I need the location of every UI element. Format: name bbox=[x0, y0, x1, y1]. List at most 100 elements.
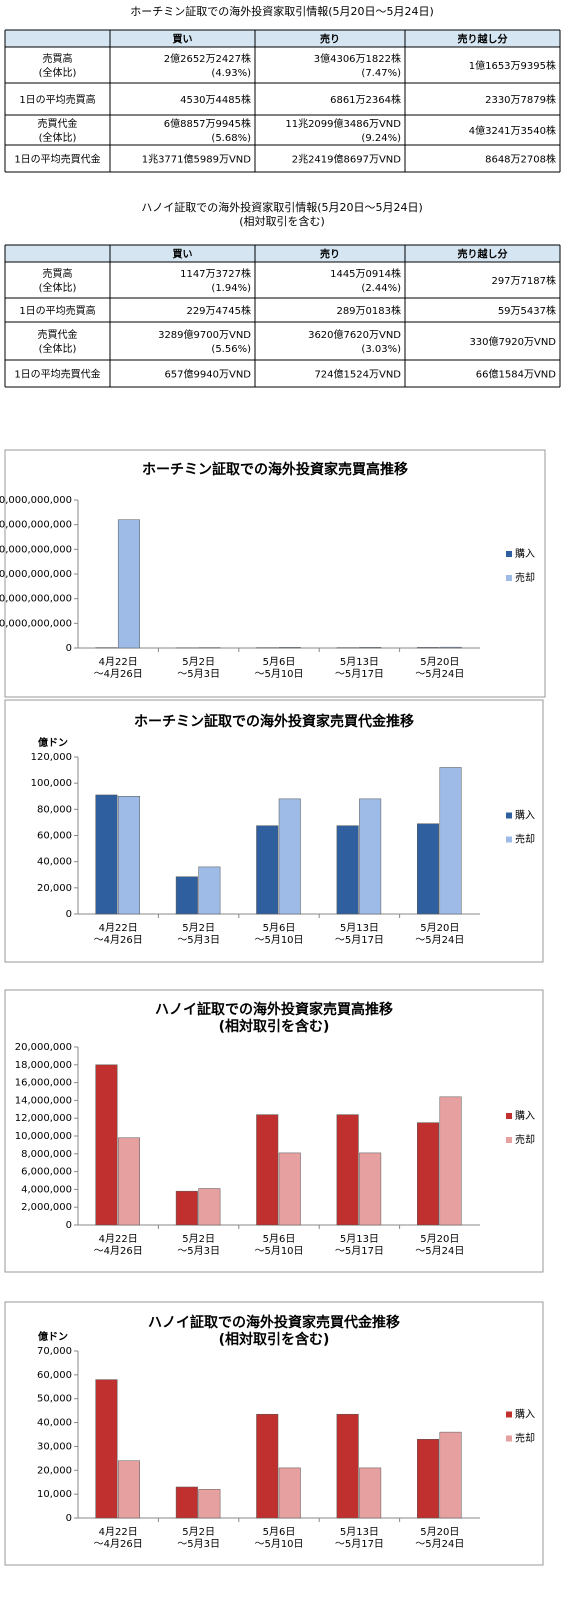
table-cell: 6億8857万9945株 bbox=[164, 117, 251, 130]
x-tick-label: 〜5月10日 bbox=[254, 668, 303, 680]
x-tick-label: 〜5月24日 bbox=[415, 934, 464, 946]
table-cell: 66億1584万VND bbox=[476, 368, 556, 381]
chart-title: ホーチミン証取での海外投資家売買高推移 bbox=[142, 461, 408, 478]
y-tick-label: 20,000,000,000 bbox=[0, 594, 72, 605]
legend-label: 売却 bbox=[515, 1133, 535, 1146]
table-cell: 1日の平均売買代金 bbox=[14, 368, 100, 381]
table-cell: (5.68%) bbox=[211, 133, 251, 144]
table-cell: 289万0183株 bbox=[336, 304, 401, 317]
chart-title: ハノイ証取での海外投資家売買代金推移 bbox=[148, 1314, 400, 1331]
y-tick-label: 20,000,000 bbox=[15, 1042, 72, 1053]
y-tick-label: 10,000,000,000 bbox=[0, 618, 72, 629]
bar bbox=[175, 876, 198, 915]
table-cell: 11兆2099億3486万VND bbox=[285, 117, 401, 130]
legend-swatch bbox=[506, 551, 512, 557]
table-cell: 1兆3771億5989万VND bbox=[142, 153, 252, 166]
y-tick-label: 20,000 bbox=[37, 883, 72, 894]
bar bbox=[256, 1413, 279, 1519]
legend-label: 購入 bbox=[515, 547, 535, 560]
legend-label: 売却 bbox=[515, 571, 535, 584]
x-tick-label: 〜5月10日 bbox=[254, 1245, 303, 1257]
legend-label: 売却 bbox=[515, 1432, 535, 1445]
bar bbox=[117, 519, 140, 649]
table-cell: (7.47%) bbox=[361, 68, 401, 79]
y-tick-label: 10,000,000 bbox=[15, 1131, 72, 1142]
table-cell: 1日の平均売買代金 bbox=[14, 153, 100, 166]
bar bbox=[117, 1137, 140, 1226]
y-tick-label: 0 bbox=[66, 1220, 72, 1231]
bar bbox=[278, 798, 301, 915]
bar bbox=[278, 647, 301, 649]
legend-swatch bbox=[506, 1137, 512, 1143]
x-tick-label: 〜5月17日 bbox=[335, 934, 384, 946]
table-cell: 229万4745株 bbox=[186, 304, 251, 317]
bar bbox=[256, 825, 279, 915]
table-cell: (全体比) bbox=[39, 66, 77, 79]
table-cell: 1147万3727株 bbox=[180, 267, 251, 280]
y-tick-label: 16,000,000 bbox=[15, 1078, 72, 1089]
bar bbox=[359, 798, 382, 915]
x-tick-label: 〜5月3日 bbox=[177, 668, 220, 680]
chart-frame bbox=[4, 449, 546, 698]
y-tick-label: 4,000,000 bbox=[21, 1184, 72, 1195]
table-header: 売り越し分 bbox=[458, 33, 508, 46]
table-header: 売り bbox=[320, 248, 340, 261]
bar bbox=[417, 823, 440, 915]
table-cell: 1億1653万9395株 bbox=[469, 59, 556, 72]
y-tick-label: 60,000 bbox=[37, 831, 72, 842]
table-cell: 330億7920万VND bbox=[469, 335, 556, 348]
y-tick-label: 12,000,000 bbox=[15, 1113, 72, 1124]
legend-swatch bbox=[506, 836, 512, 843]
table-title: (相対取引を含む) bbox=[239, 214, 325, 228]
bar bbox=[439, 1431, 462, 1519]
table-cell: 3億4306万1822株 bbox=[314, 52, 401, 65]
y-tick-label: 80,000 bbox=[37, 804, 72, 815]
unit-label: 億ドン bbox=[38, 736, 68, 749]
y-tick-label: 60,000 bbox=[37, 1370, 72, 1381]
y-tick-label: 30,000,000,000 bbox=[0, 569, 72, 580]
x-tick-label: 5月2日 bbox=[182, 1233, 215, 1245]
x-tick-label: 〜5月17日 bbox=[335, 1245, 384, 1257]
x-tick-label: 〜5月24日 bbox=[415, 668, 464, 680]
legend-swatch bbox=[506, 1113, 512, 1119]
bar bbox=[439, 767, 462, 915]
bar bbox=[336, 1114, 359, 1226]
table-cell: (5.56%) bbox=[211, 344, 251, 355]
table-header-bg bbox=[5, 30, 560, 47]
x-tick-label: 5月13日 bbox=[340, 1233, 379, 1245]
legend-swatch bbox=[506, 1435, 512, 1442]
y-tick-label: 50,000,000,000 bbox=[0, 520, 72, 531]
table-cell: 売買高 bbox=[43, 52, 73, 65]
bar bbox=[417, 1439, 440, 1519]
table-header: 買い bbox=[173, 34, 193, 46]
x-tick-label: 4月22日 bbox=[99, 1526, 138, 1538]
bar bbox=[417, 1122, 440, 1226]
bar bbox=[95, 794, 118, 915]
bar bbox=[198, 1188, 221, 1226]
x-tick-label: 〜4月26日 bbox=[94, 668, 143, 680]
table-cell: 1日の平均売買高 bbox=[19, 304, 95, 317]
table-cell: 2330万7879株 bbox=[485, 93, 556, 106]
table-cell: 2億2652万2427株 bbox=[164, 52, 251, 65]
y-tick-label: 18,000,000 bbox=[15, 1060, 72, 1071]
y-tick-label: 60,000,000,000 bbox=[0, 495, 72, 506]
x-tick-label: 5月13日 bbox=[340, 922, 379, 934]
legend-label: 購入 bbox=[515, 1408, 535, 1421]
x-tick-label: 〜5月10日 bbox=[254, 1538, 303, 1550]
bar bbox=[417, 647, 440, 649]
bar bbox=[359, 1152, 382, 1226]
legend-swatch bbox=[506, 1411, 512, 1418]
table-header-bg bbox=[5, 245, 560, 262]
table-cell: (1.94%) bbox=[211, 283, 251, 294]
table-cell: 売買代金 bbox=[38, 117, 78, 130]
bar bbox=[117, 796, 140, 915]
y-tick-label: 0 bbox=[66, 643, 72, 654]
table-cell: (全体比) bbox=[39, 281, 77, 294]
x-tick-label: 5月20日 bbox=[420, 922, 459, 934]
table-cell: 4億3241万3540株 bbox=[469, 124, 556, 137]
x-tick-label: 〜5月24日 bbox=[415, 1538, 464, 1550]
bar bbox=[175, 1190, 198, 1226]
bar bbox=[439, 1096, 462, 1226]
table-cell: 1445万0914株 bbox=[330, 267, 401, 280]
